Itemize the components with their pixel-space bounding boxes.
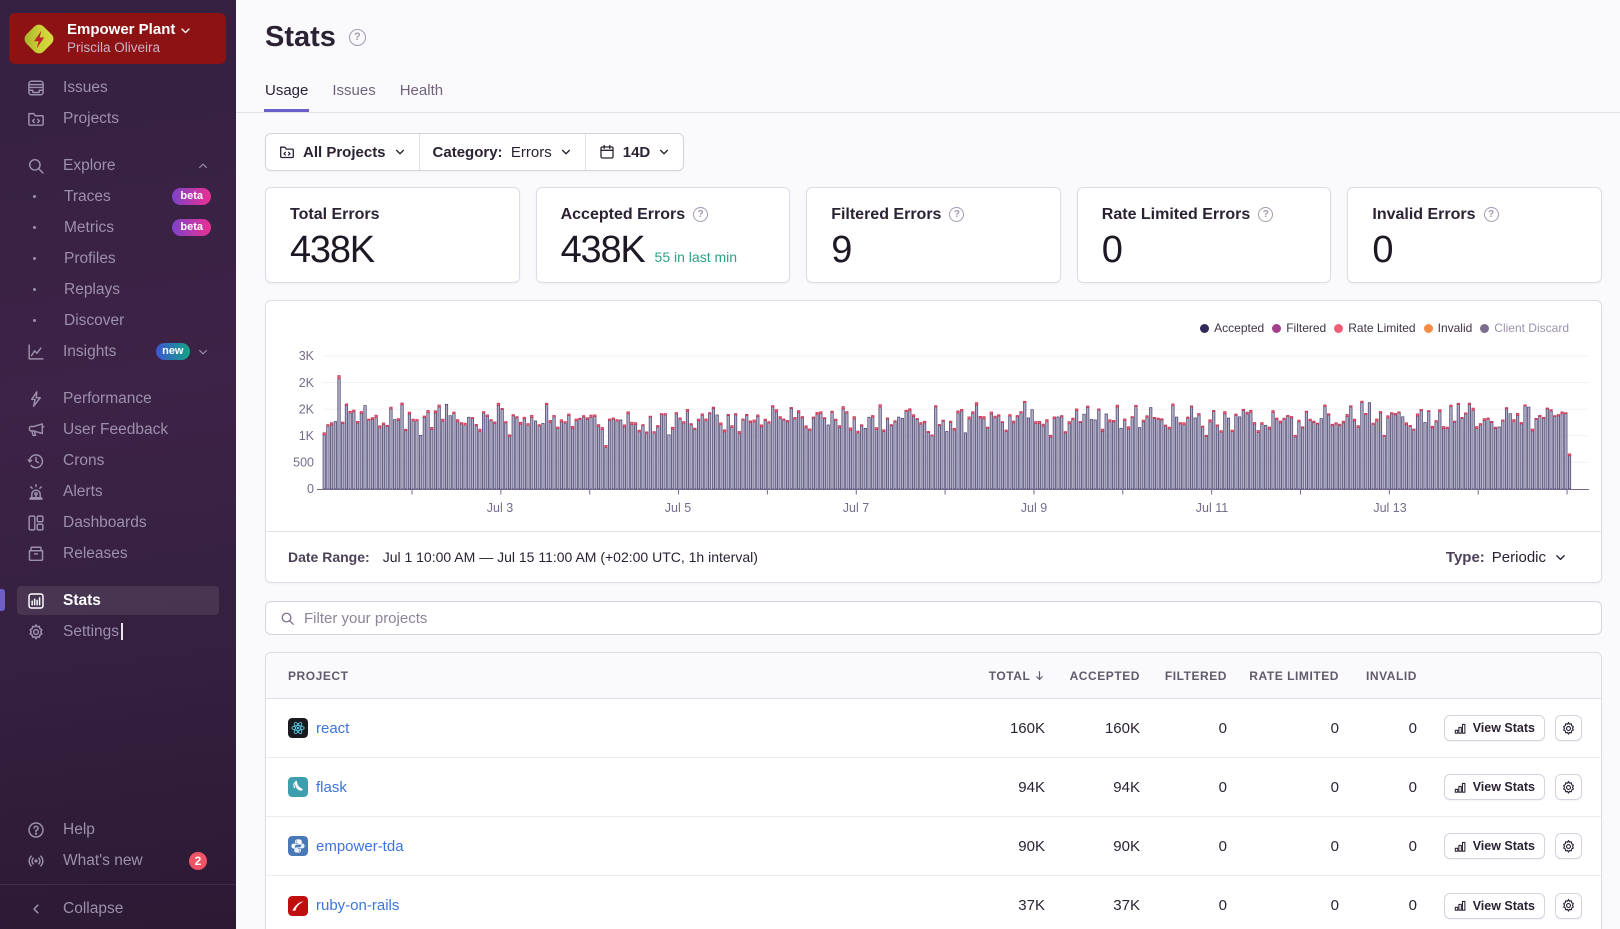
svg-text:2K: 2K	[299, 402, 315, 416]
svg-text:1K: 1K	[299, 429, 315, 443]
svg-text:3K: 3K	[299, 349, 315, 363]
svg-text:0: 0	[307, 482, 314, 496]
svg-text:500: 500	[293, 456, 314, 470]
svg-text:Jul 13: Jul 13	[1373, 501, 1406, 515]
svg-text:Jul 5: Jul 5	[665, 501, 691, 515]
svg-text:Jul 7: Jul 7	[843, 501, 869, 515]
svg-text:2K: 2K	[299, 376, 315, 390]
svg-text:Jul 9: Jul 9	[1021, 501, 1047, 515]
svg-text:Jul 3: Jul 3	[487, 501, 513, 515]
svg-text:Jul 11: Jul 11	[1196, 501, 1228, 515]
